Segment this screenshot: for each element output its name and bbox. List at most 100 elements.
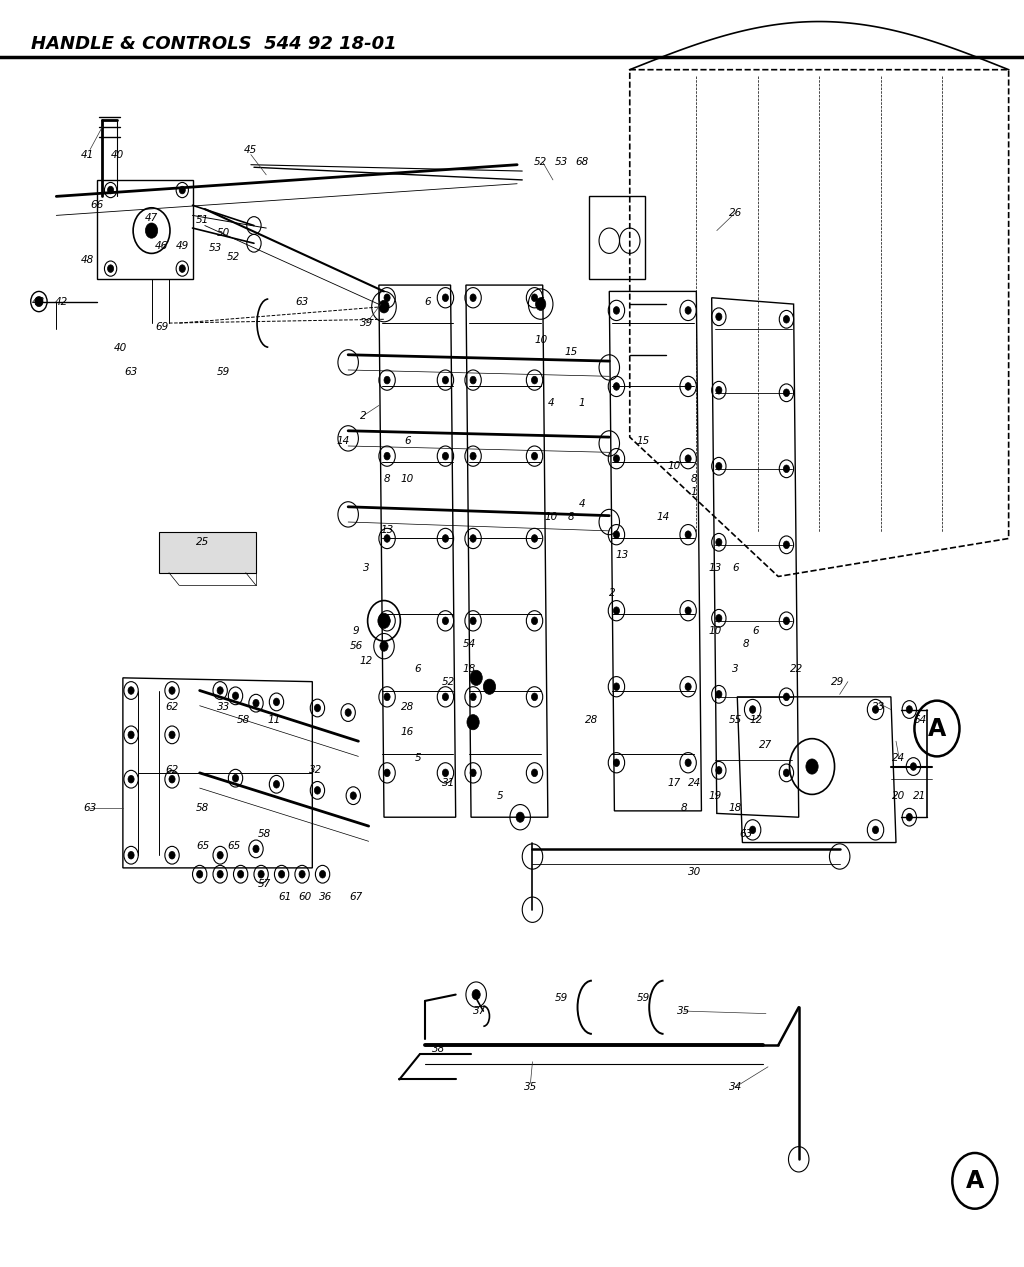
Circle shape — [384, 617, 390, 625]
Text: 6: 6 — [732, 563, 738, 573]
Text: 25: 25 — [197, 537, 209, 547]
Text: 2: 2 — [360, 411, 367, 421]
Circle shape — [472, 990, 480, 1000]
Text: 8: 8 — [384, 474, 390, 484]
Circle shape — [350, 792, 356, 799]
Circle shape — [379, 300, 389, 313]
Text: 11: 11 — [268, 715, 281, 725]
Text: 27: 27 — [760, 740, 772, 750]
Text: 64: 64 — [913, 715, 926, 725]
Text: 10: 10 — [545, 512, 557, 522]
Text: 33: 33 — [217, 702, 229, 712]
Circle shape — [442, 452, 449, 460]
Circle shape — [685, 683, 691, 691]
Text: 59: 59 — [637, 993, 649, 1003]
Text: 5: 5 — [415, 753, 421, 763]
Text: 52: 52 — [227, 252, 240, 262]
Text: 31: 31 — [442, 778, 455, 788]
Text: 63: 63 — [296, 296, 308, 307]
Text: 41: 41 — [81, 150, 93, 160]
Text: 51: 51 — [197, 215, 209, 226]
Text: 43: 43 — [33, 296, 45, 307]
Text: 12: 12 — [750, 715, 762, 725]
Circle shape — [345, 708, 351, 716]
Text: 8: 8 — [742, 639, 749, 649]
Text: 3: 3 — [364, 563, 370, 573]
Circle shape — [179, 265, 185, 272]
Circle shape — [442, 294, 449, 302]
Circle shape — [273, 698, 280, 706]
Circle shape — [253, 699, 259, 707]
Circle shape — [217, 687, 223, 694]
Circle shape — [872, 826, 879, 834]
Circle shape — [531, 769, 538, 777]
Circle shape — [716, 614, 722, 622]
Text: 13: 13 — [709, 563, 721, 573]
Circle shape — [531, 693, 538, 701]
Circle shape — [442, 769, 449, 777]
Circle shape — [483, 679, 496, 694]
Circle shape — [906, 706, 912, 713]
Text: 63: 63 — [84, 803, 96, 813]
Circle shape — [716, 462, 722, 470]
Circle shape — [783, 541, 790, 549]
Text: 46: 46 — [156, 241, 168, 251]
Text: 66: 66 — [91, 200, 103, 210]
Circle shape — [613, 683, 620, 691]
Circle shape — [128, 731, 134, 739]
Circle shape — [258, 870, 264, 878]
Circle shape — [273, 780, 280, 788]
Circle shape — [783, 389, 790, 397]
Circle shape — [470, 670, 482, 685]
Text: 47: 47 — [145, 213, 158, 223]
Circle shape — [108, 265, 114, 272]
Text: 50: 50 — [217, 228, 229, 238]
Circle shape — [470, 693, 476, 701]
Circle shape — [685, 383, 691, 390]
Circle shape — [470, 294, 476, 302]
Text: 17: 17 — [668, 778, 680, 788]
Text: 34: 34 — [729, 1082, 741, 1092]
Text: 29: 29 — [831, 677, 844, 687]
Text: 28: 28 — [586, 715, 598, 725]
Circle shape — [750, 826, 756, 834]
Text: 1: 1 — [579, 398, 585, 408]
Text: 39: 39 — [360, 318, 373, 328]
Text: 62: 62 — [166, 702, 178, 712]
Text: 16: 16 — [401, 727, 414, 737]
Text: 26: 26 — [729, 208, 741, 218]
Circle shape — [467, 715, 479, 730]
Circle shape — [380, 641, 388, 651]
Text: 65: 65 — [197, 841, 209, 851]
Text: 8: 8 — [568, 512, 574, 522]
Text: HANDLE & CONTROLS  544 92 18-01: HANDLE & CONTROLS 544 92 18-01 — [31, 35, 396, 53]
Circle shape — [217, 851, 223, 859]
Circle shape — [169, 731, 175, 739]
Circle shape — [314, 704, 321, 712]
Text: 4: 4 — [548, 398, 554, 408]
Circle shape — [169, 775, 175, 783]
Circle shape — [685, 307, 691, 314]
Text: 58: 58 — [238, 715, 250, 725]
Circle shape — [279, 870, 285, 878]
Circle shape — [232, 774, 239, 782]
Circle shape — [685, 531, 691, 538]
Circle shape — [128, 687, 134, 694]
Text: 45: 45 — [245, 144, 257, 155]
Circle shape — [536, 298, 546, 310]
Text: 58: 58 — [197, 803, 209, 813]
Text: 10: 10 — [401, 474, 414, 484]
Circle shape — [384, 535, 390, 542]
Circle shape — [872, 706, 879, 713]
Circle shape — [613, 759, 620, 767]
Text: 52: 52 — [442, 677, 455, 687]
Text: 5: 5 — [497, 791, 503, 801]
Circle shape — [238, 870, 244, 878]
Circle shape — [169, 687, 175, 694]
Circle shape — [531, 452, 538, 460]
Circle shape — [685, 759, 691, 767]
Circle shape — [442, 693, 449, 701]
Circle shape — [384, 376, 390, 384]
Text: A: A — [966, 1169, 984, 1192]
Text: 55: 55 — [729, 715, 741, 725]
